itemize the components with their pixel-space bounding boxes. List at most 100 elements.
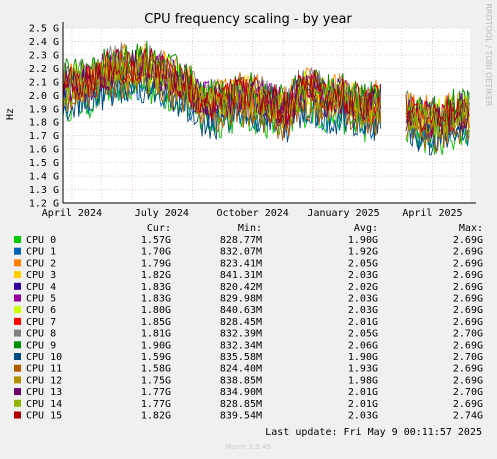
legend-value: 1.85G	[141, 317, 171, 328]
legend: Cur: Min: Avg: Max:CPU 0 1.57G 828.77M 1.90G 2.…	[14, 223, 483, 422]
legend-name: CPU 13	[26, 387, 62, 398]
legend-name: CPU 15	[26, 411, 62, 422]
legend-value: 1.98G	[348, 375, 378, 386]
legend-value: 2.69G	[453, 305, 483, 316]
legend-name: CPU 12	[26, 375, 62, 386]
y-axis-label: Hz	[5, 108, 16, 120]
legend-swatch	[14, 376, 21, 384]
legend-value: 840.63M	[220, 305, 262, 316]
legend-value: 1.59G	[141, 352, 171, 363]
legend-swatch	[14, 388, 21, 396]
legend-value: 1.80G	[141, 305, 171, 316]
legend-swatch	[14, 399, 21, 407]
legend-value: 1.82G	[141, 270, 171, 281]
y-tick-label: 2.3 G	[29, 50, 59, 61]
legend-value: 1.57G	[141, 235, 171, 246]
legend-value: 2.69G	[453, 294, 483, 305]
x-tick-label: April 2024	[42, 208, 102, 219]
x-tick-label: April 2025	[402, 208, 462, 219]
legend-name: CPU 8	[26, 329, 56, 340]
legend-value: 823.41M	[220, 258, 262, 269]
legend-value: 839.54M	[220, 411, 262, 422]
legend-value: 1.83G	[141, 294, 171, 305]
legend-value: 2.69G	[453, 364, 483, 375]
legend-value: 2.01G	[348, 399, 378, 410]
legend-value: 832.39M	[220, 329, 262, 340]
legend-name: CPU 4	[26, 282, 56, 293]
legend-name: CPU 5	[26, 294, 56, 305]
legend-name: CPU 14	[26, 399, 62, 410]
legend-column-header: Min:	[238, 223, 262, 234]
y-tick-label: 1.7 G	[29, 131, 59, 142]
legend-swatch	[14, 282, 21, 290]
legend-swatch	[14, 294, 21, 302]
legend-name: CPU 0	[26, 235, 56, 246]
munin-version: Munin 2.0.49	[225, 443, 271, 451]
legend-value: 2.69G	[453, 282, 483, 293]
legend-value: 1.93G	[348, 364, 378, 375]
legend-value: 841.31M	[220, 270, 262, 281]
legend-value: 2.69G	[453, 317, 483, 328]
legend-name: CPU 10	[26, 352, 62, 363]
y-tick-label: 2.4 G	[29, 37, 59, 48]
y-tick-label: 1.2 G	[29, 199, 59, 210]
legend-value: 2.05G	[348, 329, 378, 340]
legend-value: 1.75G	[141, 375, 171, 386]
legend-value: 834.90M	[220, 387, 262, 398]
legend-value: 2.69G	[453, 375, 483, 386]
legend-swatch	[14, 341, 21, 349]
x-tick-label: January 2025	[307, 208, 379, 219]
legend-value: 2.02G	[348, 282, 378, 293]
legend-swatch	[14, 329, 21, 337]
legend-value: 1.70G	[141, 247, 171, 258]
legend-name: CPU 11	[26, 364, 62, 375]
y-tick-label: 1.9 G	[29, 104, 59, 115]
legend-name: CPU 2	[26, 258, 56, 269]
y-tick-label: 1.6 G	[29, 145, 59, 156]
y-tick-label: 2.1 G	[29, 77, 59, 88]
y-tick-label: 1.4 G	[29, 172, 59, 183]
legend-value: 824.40M	[220, 364, 262, 375]
series-lines	[62, 40, 470, 156]
legend-value: 2.69G	[453, 247, 483, 258]
legend-value: 1.82G	[141, 411, 171, 422]
y-tick-label: 1.3 G	[29, 185, 59, 196]
legend-name: CPU 3	[26, 270, 56, 281]
legend-value: 1.77G	[141, 399, 171, 410]
legend-value: 2.01G	[348, 317, 378, 328]
x-tick-label: July 2024	[135, 208, 189, 219]
legend-value: 2.05G	[348, 258, 378, 269]
legend-value: 2.70G	[453, 329, 483, 340]
legend-value: 2.69G	[453, 340, 483, 351]
legend-value: 2.69G	[453, 270, 483, 281]
legend-name: CPU 6	[26, 305, 56, 316]
legend-value: 828.85M	[220, 399, 262, 410]
legend-column-header: Max:	[459, 223, 483, 234]
legend-value: 1.90G	[348, 235, 378, 246]
legend-swatch	[14, 306, 21, 314]
legend-value: 2.01G	[348, 387, 378, 398]
legend-value: 2.06G	[348, 340, 378, 351]
legend-swatch	[14, 364, 21, 372]
legend-value: 2.69G	[453, 258, 483, 269]
legend-value: 1.92G	[348, 247, 378, 258]
legend-swatch	[14, 236, 21, 243]
last-update: Last update: Fri May 9 00:11:57 2025	[265, 427, 482, 438]
legend-swatch	[14, 247, 21, 255]
legend-swatch	[14, 317, 21, 325]
y-tick-label: 2.2 G	[29, 64, 59, 75]
legend-value: 2.74G	[453, 411, 483, 422]
legend-value: 2.70G	[453, 352, 483, 363]
legend-name: CPU 7	[26, 317, 56, 328]
legend-value: 828.77M	[220, 235, 262, 246]
y-tick-label: 1.5 G	[29, 158, 59, 169]
legend-value: 1.58G	[141, 364, 171, 375]
y-tick-label: 2.5 G	[29, 24, 59, 35]
rrdtool-side-label: RRDTOOL / TOBI OETIKER	[484, 3, 493, 106]
legend-value: 1.77G	[141, 387, 171, 398]
legend-value: 832.07M	[220, 247, 262, 258]
legend-value: 820.42M	[220, 282, 262, 293]
legend-value: 2.69G	[453, 235, 483, 246]
legend-column-header: Avg:	[354, 223, 378, 234]
